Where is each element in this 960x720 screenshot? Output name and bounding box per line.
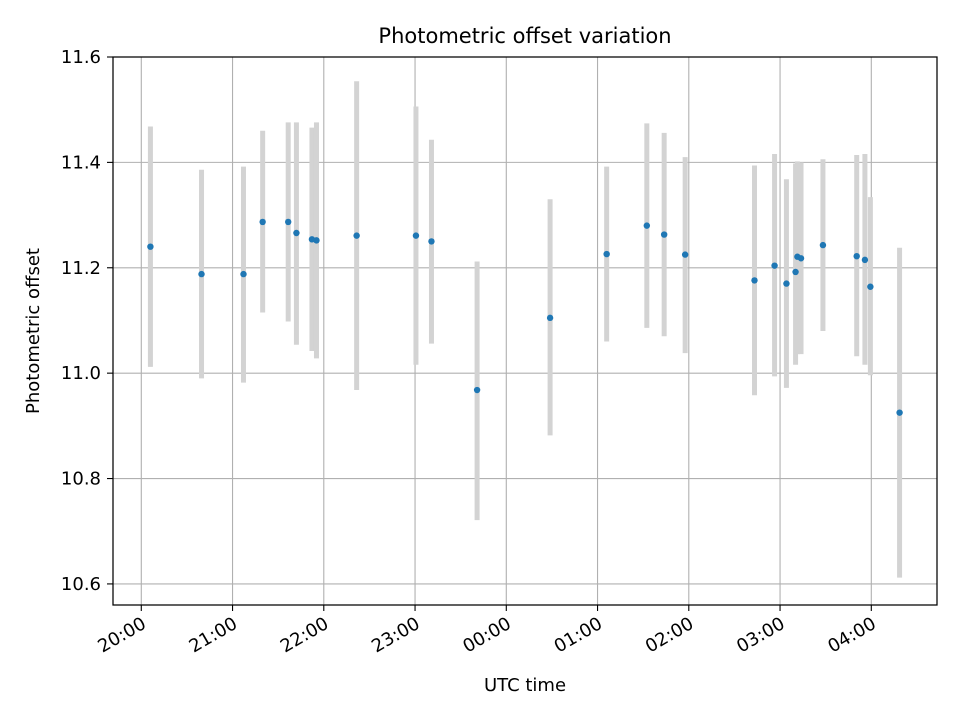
data-point bbox=[797, 255, 805, 262]
data-point bbox=[819, 241, 827, 249]
data-point bbox=[293, 229, 300, 237]
y-axis-label: Photometric offset bbox=[23, 248, 44, 414]
data-point bbox=[285, 218, 292, 226]
data-point bbox=[681, 251, 689, 258]
data-point bbox=[546, 314, 554, 322]
data-point bbox=[783, 280, 790, 287]
data-point bbox=[259, 218, 266, 226]
data-point bbox=[240, 270, 247, 278]
data-point bbox=[313, 237, 320, 244]
data-point bbox=[147, 243, 154, 250]
data-point bbox=[353, 232, 360, 239]
data-point bbox=[896, 409, 903, 416]
y-tick-label: 10.8 bbox=[61, 469, 101, 490]
data-points bbox=[147, 218, 903, 416]
data-point bbox=[861, 256, 869, 264]
data-point bbox=[771, 262, 778, 269]
y-tick-label: 11.0 bbox=[61, 363, 101, 384]
x-axis-label: UTC time bbox=[484, 675, 566, 696]
y-axis: 10.6 10.8 11.0 11.2 11.4 11.6 bbox=[61, 47, 113, 595]
data-point bbox=[428, 238, 435, 245]
data-point bbox=[643, 222, 651, 229]
data-point bbox=[853, 252, 860, 260]
y-tick-label: 11.4 bbox=[61, 152, 101, 173]
data-point bbox=[473, 386, 481, 394]
data-point bbox=[751, 277, 758, 284]
data-point bbox=[792, 268, 799, 276]
data-point bbox=[198, 270, 205, 278]
data-point bbox=[867, 283, 874, 290]
y-tick-label: 10.6 bbox=[61, 574, 101, 595]
y-tick-label: 11.6 bbox=[61, 47, 101, 68]
plot-frame bbox=[112, 56, 938, 606]
data-point bbox=[412, 232, 420, 239]
y-tick-label: 11.2 bbox=[61, 258, 101, 279]
data-point bbox=[603, 250, 610, 258]
data-point bbox=[660, 231, 668, 238]
chart-title: Photometric offset variation bbox=[378, 24, 671, 48]
